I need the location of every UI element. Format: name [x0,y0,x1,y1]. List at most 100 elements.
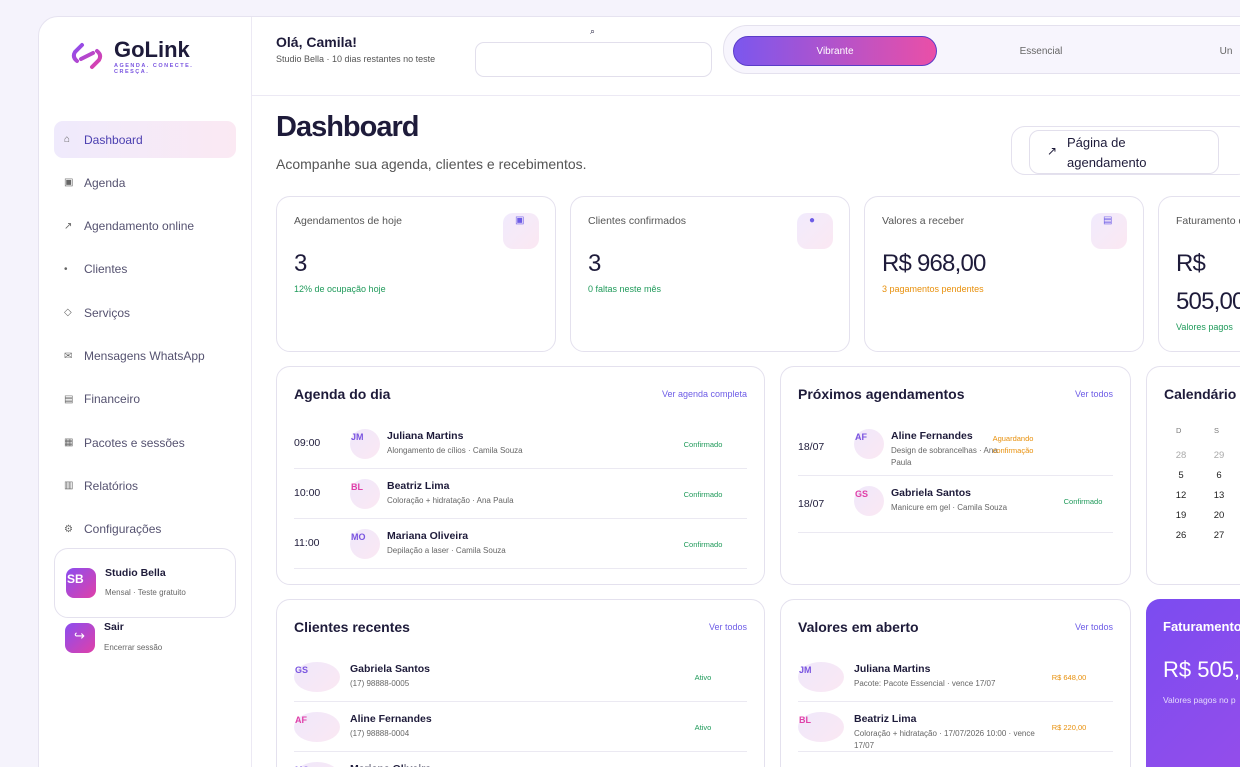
button-label: Página de agendamento [1067,135,1147,170]
avatar: BL [798,712,844,742]
logout-icon[interactable]: ↪ [65,623,95,653]
list-row: 11:00 MO Mariana Oliveira Depilação a laser… [294,519,747,569]
row-detail: Pacote: Pacote Essencial · vence 17/07 [854,679,996,688]
avatar: BL [350,479,380,509]
list-row: 09:00 JM Juliana Martins Alongamento de cíl… [294,419,747,469]
avatar: GS [294,662,340,692]
row-name: Juliana Martins [387,430,464,442]
row-status: Ativo [694,723,712,732]
stat-value: R$ 968,00 [882,250,986,277]
nav-label: Relatórios [84,478,139,493]
list-row: AF Aline Fernandes (17) 98888-0004 Ativo [294,702,747,752]
revenue-value: R$ 505,00 [1163,657,1240,682]
card-title: Valores em aberto [798,619,919,635]
row-status: Confirmado [683,440,723,449]
calendar-day[interactable]: 27 [1213,530,1225,541]
card-link[interactable]: Ver todos [1074,622,1113,632]
nav-item[interactable]: ▥ Relatórios [54,467,236,504]
booking-button[interactable]: ↗ Página de agendamento [1029,130,1219,174]
row-detail: Coloração + hidratação · 17/07/2026 10:0… [854,729,1035,750]
nav-label: Financeiro [84,392,141,407]
theme-tab[interactable]: Un [1219,45,1233,57]
account-card[interactable]: SB Studio Bella Mensal · Teste gratuito [54,548,236,618]
account-avatar: SB [66,568,96,598]
nav-label: Mensagens WhatsApp [84,349,205,363]
row-status: Confirmado [1063,497,1103,506]
calendar-day[interactable]: 26 [1175,530,1187,541]
stat-label: Agendamentos de hoje [294,215,402,227]
search-input[interactable] [475,42,712,77]
row-name: Gabriela Santos [350,663,430,675]
calendar-day[interactable]: 6 [1216,470,1222,481]
theme-tab[interactable]: Essencial [1019,45,1063,57]
card-title: Calendário [1164,386,1237,402]
nav-item[interactable]: ▤ Financeiro [54,381,236,418]
stat-label: Faturamento d [1176,215,1240,227]
avatar: MO [294,762,340,767]
avatar: GS [854,486,884,516]
brand: GoLink [114,37,190,62]
calendar-day[interactable]: 5 [1178,470,1184,481]
nav-item[interactable]: ⚙ Configurações [54,511,236,548]
card-link[interactable]: Ver todos [1074,389,1113,399]
card-link[interactable]: Ver todos [708,622,747,632]
row-time: 18/07 [798,497,825,510]
clients-card: Clientes recentes Ver todos GS Gabriela San… [276,599,765,767]
stat-icon: ● [797,213,833,249]
card-title: Agenda do dia [294,386,391,402]
card-title: Clientes recentes [294,619,410,635]
row-name: Aline Fernandes [350,713,432,725]
account-name: Studio Bella [105,567,166,579]
nav-icon: ⚙ [64,523,73,535]
calendar-day[interactable]: 19 [1175,510,1187,521]
list-row: 10:00 BL Beatriz Lima Coloração + hidrataçã… [294,469,747,519]
nav-icon: ⌂ [64,134,71,145]
logo-icon [71,43,103,69]
stat-icon: ▤ [1091,213,1127,249]
row-detail: Depilação a laser · Camila Souza [387,546,506,555]
nav-item[interactable]: ⌂ Dashboard [54,121,236,158]
row-detail: Manicure em gel · Camila Souza [891,503,1008,512]
logout-detail: Encerrar sessão [104,643,163,652]
calendar-day[interactable]: 13 [1213,490,1225,501]
stat-value: 3 [588,250,601,277]
calendar-day[interactable]: 28 [1175,450,1187,461]
nav-icon: ▣ [64,177,74,189]
card-link[interactable]: Ver agenda completa [661,389,747,399]
nav-label: Dashboard [84,132,143,147]
nav-item[interactable]: • Clientes [54,251,236,288]
stat-label: Valores a receber [882,215,965,227]
stat-value: 3 [294,250,307,277]
row-detail: (17) 98888-0004 [350,729,410,738]
nav-label: Clientes [84,262,128,277]
calendar-day[interactable]: 29 [1213,450,1225,461]
calendar-day[interactable]: 12 [1175,490,1187,501]
stat-card: Clientes confirmados ● 3 0 faltas neste mês [570,196,850,352]
stat-note: 3 pagamentos pendentes [882,284,984,294]
nav-item[interactable]: ✉ Mensagens WhatsApp [54,338,236,375]
nav-icon: ▤ [64,393,74,405]
stat-note: Valores pagos [1176,322,1233,332]
list-row: BL Beatriz Lima Coloração + hidratação · 1… [798,702,1113,752]
stat-card: Faturamento d R$ 505,00 Valores pagos [1158,196,1240,352]
row-status: Aguardando confirmação [992,434,1034,455]
stat-note: 0 faltas neste mês [588,284,662,294]
calendar-card: Calendário D S 28 29 5 6 12 13 19 20 26 27 [1146,366,1240,585]
nav-item[interactable]: ◇ Serviços [54,294,236,331]
nav-item[interactable]: ↗ Agendamento online [54,208,236,245]
nav-item[interactable]: ▦ Pacotes e sessões [54,424,236,461]
row-detail: Alongamento de cílios · Camila Souza [387,446,523,455]
nav-item[interactable]: ▣ Agenda [54,164,236,201]
theme-tab[interactable]: Vibrante [733,36,937,66]
calendar-day[interactable]: 20 [1213,510,1225,521]
agenda-card: Agenda do dia Ver agenda completa 09:00 JM J… [276,366,765,585]
nav-label: Agenda [84,175,126,190]
row-name: Aline Fernandes [891,430,973,442]
avatar: JM [350,429,380,459]
search-icon: ⌕ [590,26,596,36]
nav-label: Agendamento online [84,219,195,234]
logout-label[interactable]: Sair [104,621,124,633]
list-row: JM Juliana Martins Pacote: Pacote Essencia… [798,652,1113,702]
list-row: MO Mariana Oliveira [294,752,747,767]
